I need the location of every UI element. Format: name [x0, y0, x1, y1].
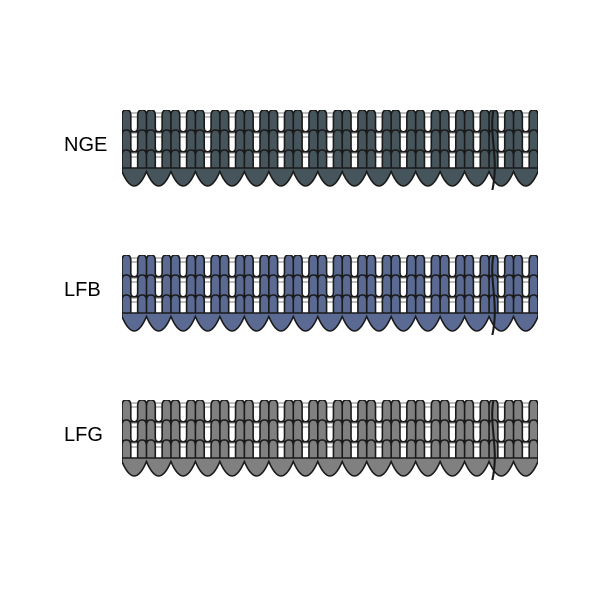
belt-lfg	[122, 400, 538, 480]
belt-bottom-edge	[122, 313, 538, 331]
label-nge: NGE	[64, 134, 107, 157]
belt-lfb	[122, 255, 538, 335]
label-lfg: LFG	[64, 424, 103, 447]
belt-nge	[122, 110, 538, 190]
label-lfb: LFB	[64, 279, 101, 302]
belt-bottom-edge	[122, 168, 538, 186]
belt-bottom-edge	[122, 458, 538, 476]
